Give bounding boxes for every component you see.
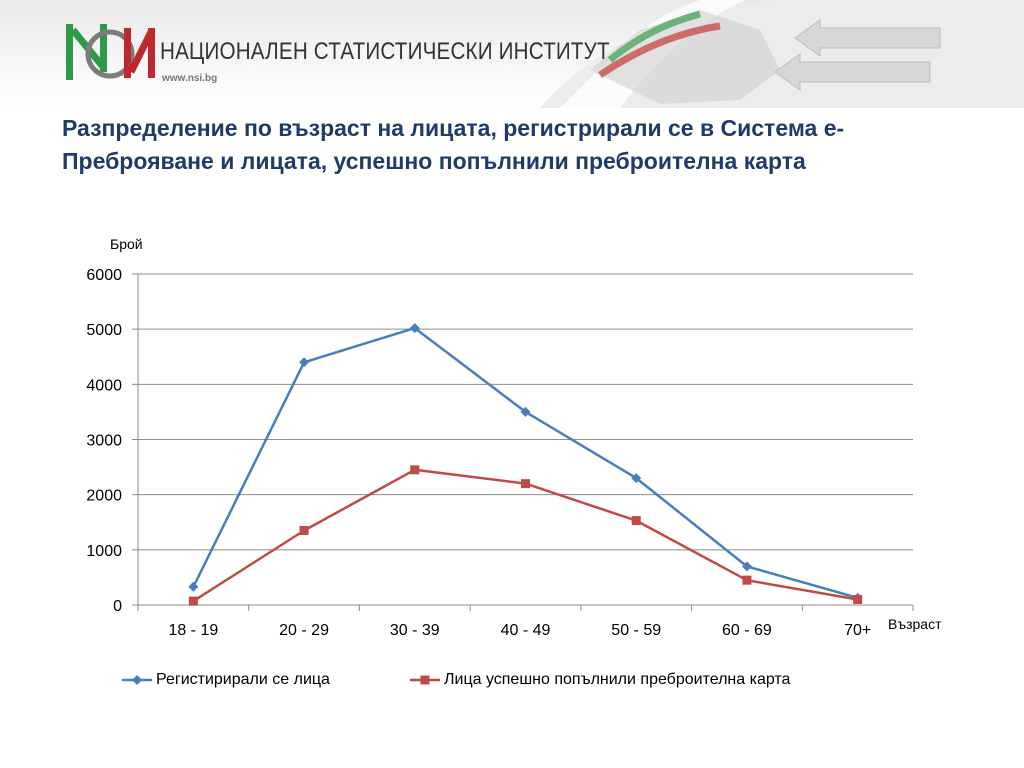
series-2-point <box>742 575 752 585</box>
x-tick-label: 40 - 49 <box>501 622 551 639</box>
legend-marker-1 <box>122 675 152 685</box>
y-axis-label: Брой <box>110 236 143 252</box>
y-tick-label: 2000 <box>86 488 122 505</box>
y-tick-label: 4000 <box>86 377 122 394</box>
x-tick-label: 18 - 19 <box>168 622 218 639</box>
series-1-point <box>188 581 199 592</box>
series-2-point <box>631 516 641 526</box>
y-tick-label: 6000 <box>86 267 122 284</box>
x-tick-label: 50 - 59 <box>611 622 661 639</box>
page-title: Разпределение по възраст на лицата, реги… <box>62 115 845 174</box>
legend-label-2: Лица успешно попълнили преброителна карт… <box>444 671 791 688</box>
legend-label-1: Регистирирали се лица <box>156 671 330 688</box>
series-1-point <box>409 323 420 334</box>
x-axis-label: Възраст <box>888 616 942 632</box>
org-name: НАЦИОНАЛЕН СТАТИСТИЧЕСКИ ИНСТИТУТ <box>160 38 610 65</box>
header-decoration <box>540 0 1024 108</box>
website-link[interactable]: www.nsi.bg <box>162 73 218 84</box>
x-tick-label: 20 - 29 <box>279 622 329 639</box>
series-2-point <box>853 594 863 604</box>
series-1-point <box>299 357 310 368</box>
series-2-point <box>410 465 420 475</box>
series-2-point <box>521 479 530 489</box>
y-tick-label: 3000 <box>86 433 122 450</box>
nsi-logo <box>66 24 156 80</box>
x-tick-label: 60 - 69 <box>722 622 772 639</box>
legend-marker-2 <box>410 675 440 685</box>
series-line-2 <box>192 468 858 603</box>
series-1-point <box>520 406 531 417</box>
y-tick-label: 5000 <box>86 322 122 339</box>
series-1-point <box>741 561 752 572</box>
series-2-point <box>299 526 309 536</box>
x-tick-label: 70+ <box>844 622 871 639</box>
x-tick-label: 30 - 39 <box>390 622 440 639</box>
line-chart: 0 1000 2000 3000 4000 5000 6000 18 - 19 20 - 29 3… <box>86 267 914 639</box>
header-banner: НАЦИОНАЛЕН СТАТИСТИЧЕСКИ ИНСТИТУТ www.ns… <box>0 0 1024 108</box>
series-1-point <box>631 473 642 484</box>
y-tick-label: 1000 <box>86 543 122 560</box>
series-line-1 <box>192 326 858 600</box>
chart-legend: Регистирирали се лица Лица успешно попълн… <box>0 668 1024 692</box>
legend-item-1: Регистирирали се лица <box>122 668 330 692</box>
series-2-point <box>188 596 198 606</box>
y-tick-label: 0 <box>113 598 122 615</box>
legend-item-2: Лица успешно попълнили преброителна карт… <box>410 668 790 692</box>
